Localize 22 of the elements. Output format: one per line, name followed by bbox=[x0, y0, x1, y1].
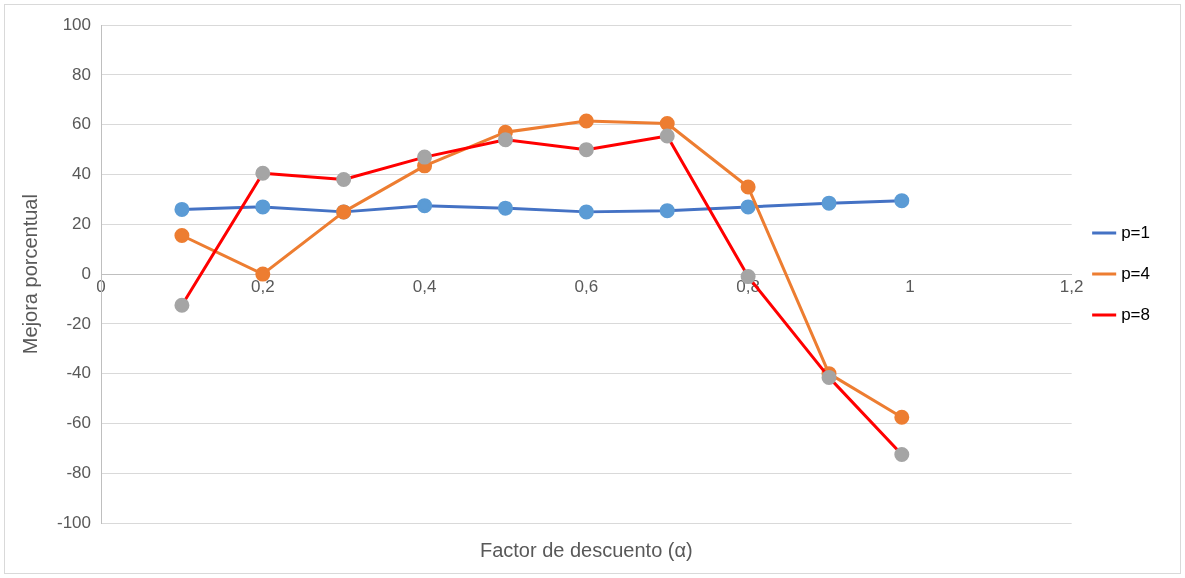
x-tick-label: 0,2 bbox=[250, 276, 275, 296]
x-axis-title: Factor de descuento (α) bbox=[479, 538, 693, 561]
y-tick-label: -60 bbox=[66, 413, 92, 433]
legend-label: p=8 bbox=[1121, 304, 1151, 324]
x-tick-label: 1 bbox=[905, 276, 915, 296]
y-tick-label: 80 bbox=[72, 64, 92, 84]
y-tick-label: -80 bbox=[66, 462, 92, 482]
y-axis-title: Mejora porcentual bbox=[18, 194, 41, 355]
y-tick-label: -100 bbox=[56, 512, 92, 532]
legend-label: p=4 bbox=[1121, 263, 1151, 283]
y-tick-label: 40 bbox=[72, 164, 92, 184]
y-tick-label: 20 bbox=[72, 214, 92, 234]
x-tick-label: 0,6 bbox=[574, 276, 599, 296]
y-tick-label: 60 bbox=[72, 114, 92, 134]
x-tick-label: 0 bbox=[96, 276, 106, 296]
x-tick-label: 0,4 bbox=[412, 276, 437, 296]
x-tick-label: 1,2 bbox=[1059, 276, 1084, 296]
y-tick-label: -20 bbox=[66, 313, 92, 333]
y-tick-label: -40 bbox=[66, 363, 92, 383]
y-tick-label: 0 bbox=[81, 263, 92, 283]
y-tick-label: 100 bbox=[62, 14, 92, 34]
legend-label: p=1 bbox=[1121, 222, 1151, 242]
